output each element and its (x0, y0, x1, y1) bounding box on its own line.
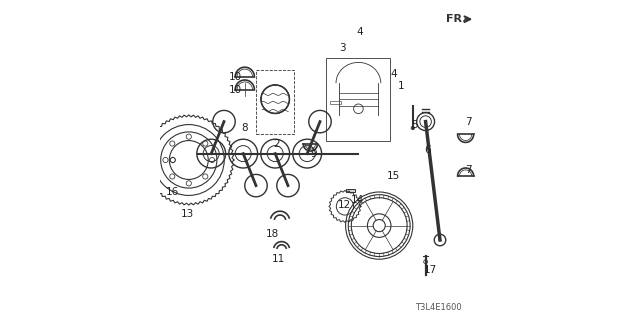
Text: 2: 2 (273, 139, 280, 149)
Text: 7: 7 (465, 116, 472, 127)
Text: 1: 1 (398, 81, 405, 92)
Text: 4: 4 (390, 68, 397, 79)
Text: 12: 12 (337, 200, 351, 210)
Bar (330, 101, 341, 104)
Text: 6: 6 (424, 145, 431, 156)
Bar (326, 58, 390, 141)
Bar (346, 189, 355, 192)
Text: 7: 7 (465, 164, 472, 175)
Text: 3: 3 (339, 43, 346, 53)
Bar (256, 70, 294, 134)
Text: 14: 14 (351, 195, 364, 205)
Text: 9: 9 (310, 148, 317, 159)
Text: 8: 8 (241, 123, 248, 133)
Text: 11: 11 (272, 254, 285, 264)
Text: 18: 18 (266, 228, 279, 239)
Text: 13: 13 (180, 209, 194, 220)
Text: 10: 10 (228, 72, 242, 82)
Text: 16: 16 (166, 187, 179, 197)
Text: FR.: FR. (445, 14, 466, 24)
Text: 17: 17 (424, 265, 437, 276)
Text: 5: 5 (411, 120, 418, 130)
Text: 4: 4 (356, 27, 364, 37)
Text: 10: 10 (228, 84, 242, 95)
Text: T3L4E1600: T3L4E1600 (415, 303, 461, 312)
Text: 15: 15 (387, 171, 400, 181)
